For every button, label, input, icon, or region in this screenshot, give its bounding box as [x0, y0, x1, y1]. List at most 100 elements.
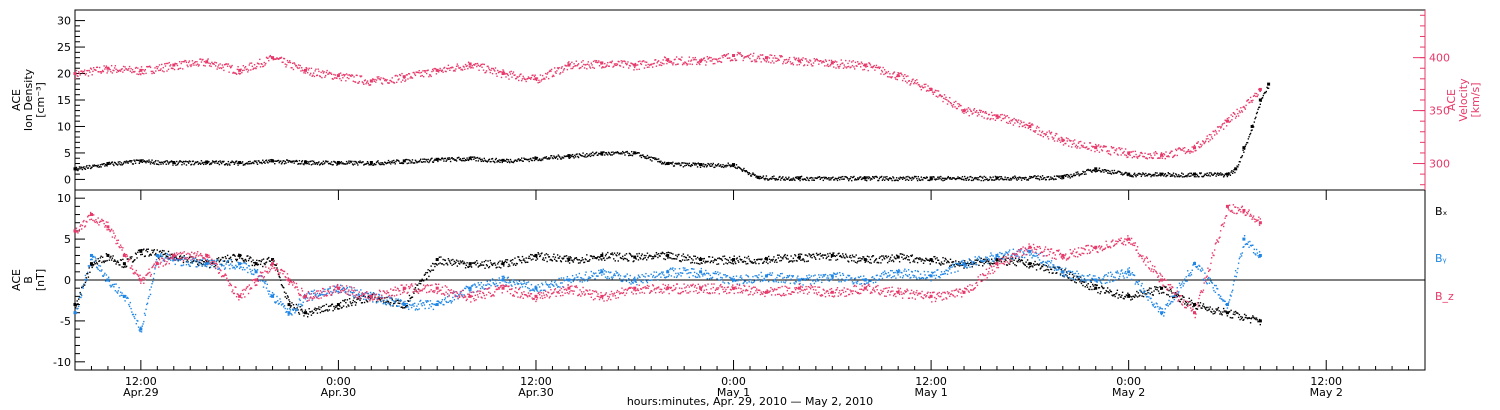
velocity-sample — [198, 64, 200, 66]
density-sample — [282, 160, 284, 162]
velocity-sample — [214, 61, 216, 64]
velocity-sample — [1138, 155, 1140, 158]
density-sample — [741, 170, 744, 172]
velocity-sample — [424, 71, 426, 73]
velocity-sample — [732, 59, 734, 62]
bx-sample — [319, 311, 322, 314]
density-sample — [577, 155, 579, 158]
bx-sample — [295, 303, 298, 306]
density-sample — [456, 157, 459, 159]
velocity-sample — [336, 74, 339, 76]
velocity-sample — [381, 83, 384, 85]
velocity-sample — [238, 73, 241, 75]
density-sample — [1071, 175, 1073, 178]
density-sample — [509, 158, 512, 161]
bx-sample — [327, 305, 330, 308]
velocity-sample — [891, 76, 893, 78]
density-sample — [1126, 174, 1128, 176]
velocity-sample — [504, 73, 506, 75]
velocity-sample — [134, 67, 137, 69]
bx-sample — [809, 256, 812, 258]
density-sample — [163, 161, 165, 163]
density-sample — [884, 176, 887, 178]
bx-sample — [678, 253, 680, 256]
bx-sample — [592, 257, 594, 260]
density-sample — [1252, 124, 1254, 126]
velocity-sample — [184, 59, 186, 62]
bx-sample — [1119, 296, 1122, 298]
velocity-sample — [822, 60, 824, 62]
density-point-6 — [271, 159, 275, 163]
velocity-sample — [449, 69, 451, 71]
bx-sample — [720, 258, 722, 260]
bx-sample — [216, 257, 218, 260]
bx-sample — [458, 263, 461, 265]
density-sample — [711, 164, 714, 166]
bx-sample — [1129, 295, 1131, 298]
velocity-sample — [488, 69, 491, 71]
bx-sample — [812, 253, 815, 256]
density-sample — [620, 152, 622, 154]
velocity-sample — [413, 73, 416, 75]
velocity-sample — [1245, 104, 1247, 107]
bx-sample — [119, 259, 122, 261]
x-tick-time-3: 0:00 — [721, 375, 746, 388]
bx-sample — [1007, 257, 1009, 259]
velocity-sample — [703, 57, 706, 59]
bx-sample — [975, 259, 978, 261]
velocity-sample — [594, 59, 596, 62]
bx-sample — [1136, 296, 1139, 298]
velocity-sample — [783, 59, 786, 61]
velocity-sample — [953, 101, 955, 104]
density-sample — [793, 178, 795, 180]
velocity-sample — [729, 60, 732, 62]
density-sample — [292, 160, 294, 163]
velocity-sample — [928, 87, 931, 90]
bx-sample — [1169, 295, 1171, 298]
bx-point-7 — [238, 253, 242, 257]
density-sample — [978, 179, 980, 181]
density-sample — [518, 158, 520, 160]
density-sample — [1204, 173, 1206, 175]
density-sample — [1248, 136, 1250, 138]
density-sample — [431, 157, 433, 159]
velocity-sample — [158, 69, 160, 72]
velocity-sample — [769, 54, 771, 56]
velocity-sample — [562, 71, 564, 73]
density-sample — [911, 176, 914, 179]
density-sample — [842, 175, 844, 178]
density-sample — [953, 177, 955, 179]
bx-sample — [1134, 294, 1137, 296]
velocity-sample — [868, 62, 870, 64]
bx-sample — [631, 255, 634, 257]
density-sample — [1050, 176, 1052, 178]
density-sample — [619, 153, 622, 155]
velocity-sample — [176, 64, 179, 67]
velocity-sample — [981, 115, 983, 118]
bx-sample — [1022, 262, 1024, 264]
bx-sample — [448, 259, 450, 262]
bx-sample — [625, 257, 627, 260]
velocity-sample — [1068, 145, 1070, 147]
density-sample — [968, 178, 970, 181]
velocity-sample — [1204, 140, 1207, 142]
bx-sample — [385, 301, 387, 303]
bx-sample — [99, 257, 102, 259]
density-sample — [293, 162, 295, 164]
density-sample — [676, 162, 679, 165]
bx-sample — [892, 259, 894, 261]
bx-sample — [941, 262, 943, 265]
velocity-sample — [1077, 145, 1079, 148]
density-sample — [434, 158, 436, 161]
bx-sample — [660, 252, 662, 255]
velocity-sample — [222, 66, 224, 68]
density-sample — [646, 154, 649, 157]
velocity-sample — [153, 72, 155, 74]
bx-sample — [1062, 275, 1064, 277]
bx-sample — [666, 257, 669, 259]
density-sample — [684, 165, 686, 167]
density-sample — [154, 161, 156, 163]
bx-sample — [734, 261, 736, 263]
density-sample — [622, 150, 624, 153]
density-sample — [654, 158, 656, 161]
